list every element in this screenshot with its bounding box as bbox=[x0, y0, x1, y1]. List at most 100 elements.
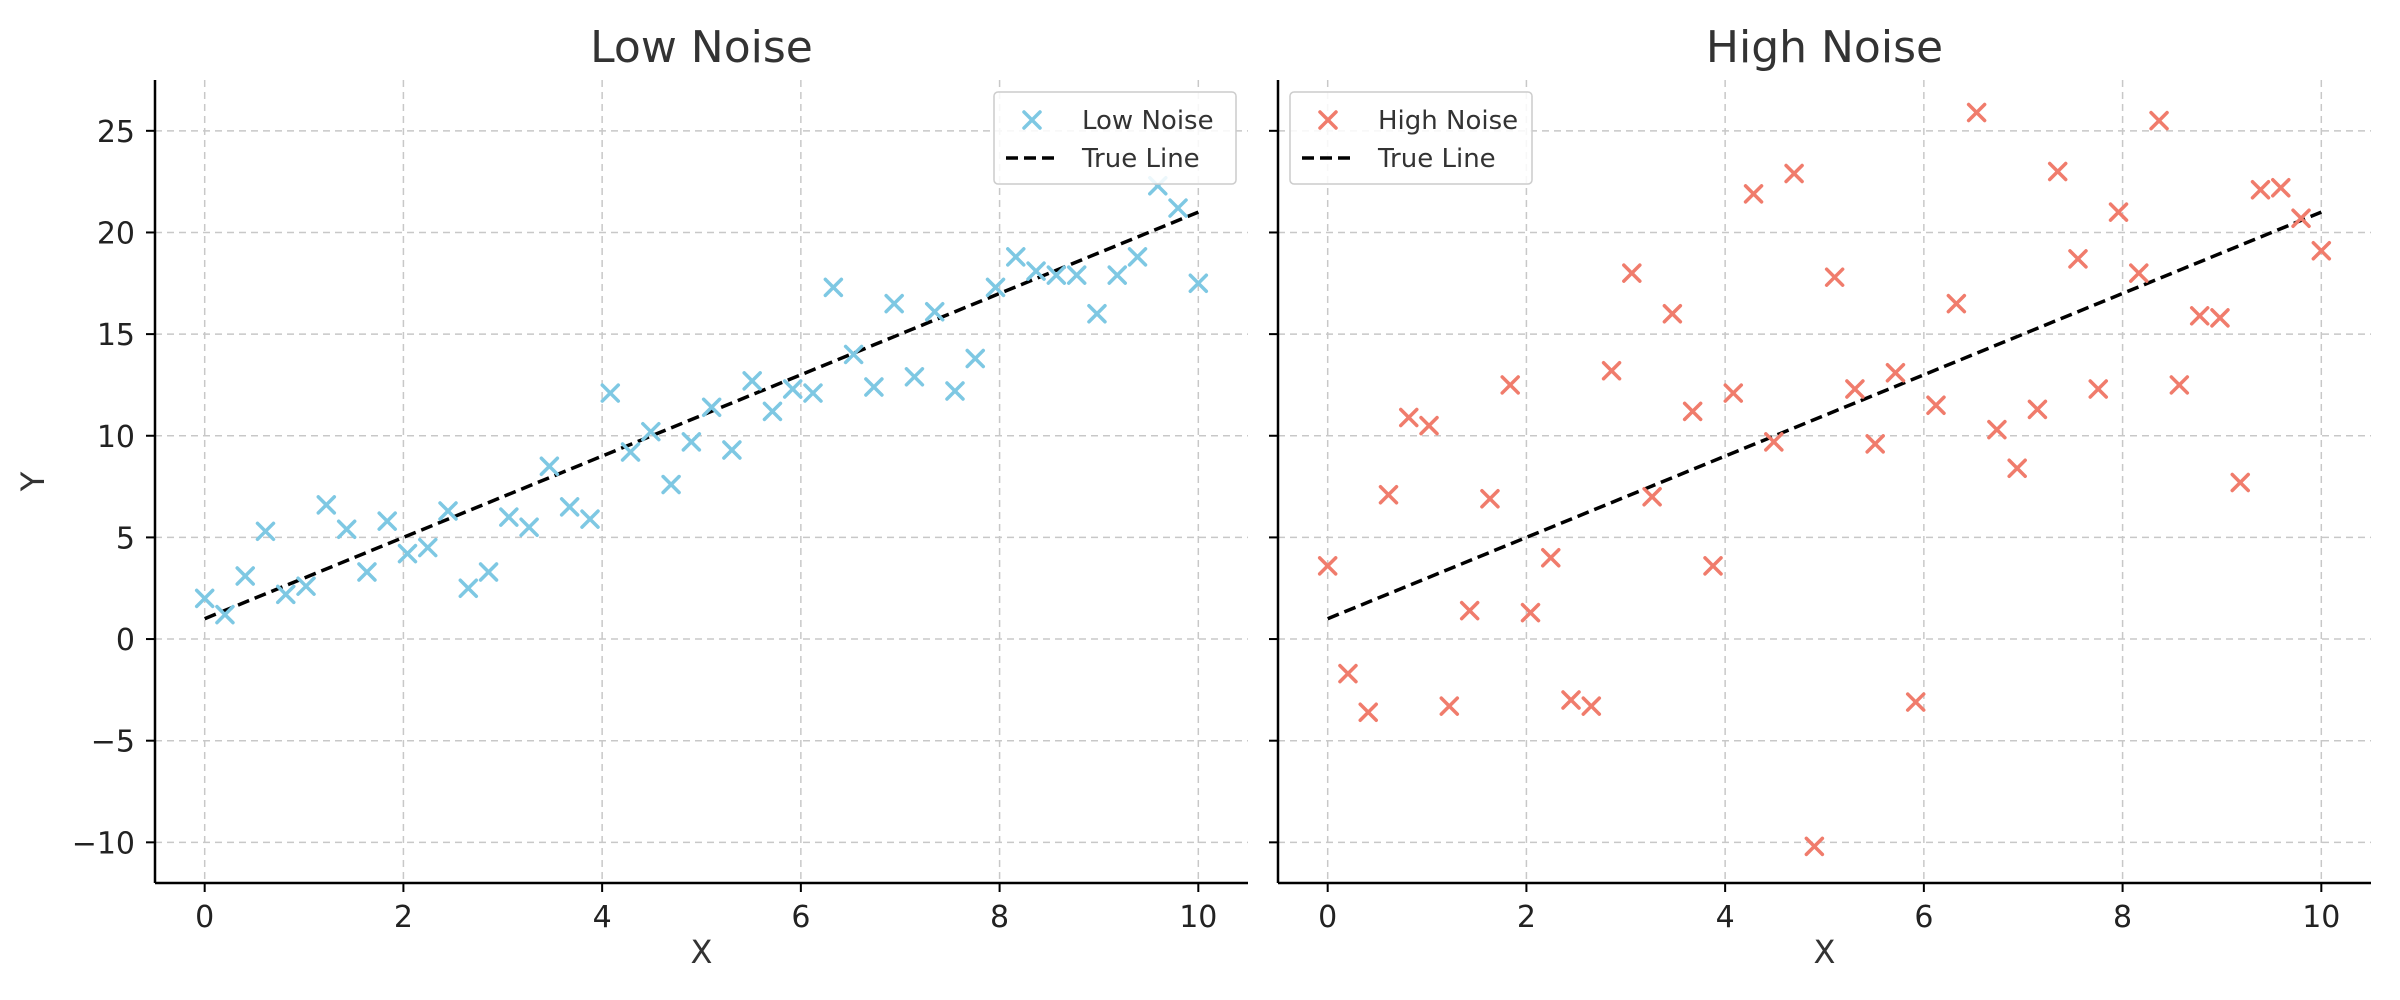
scatter-point-stroke bbox=[580, 509, 600, 529]
scatter-point-stroke bbox=[823, 277, 844, 298]
scatter-point-stroke bbox=[1824, 267, 1845, 287]
scatter-point bbox=[1642, 486, 1662, 507]
y-tick-label: 20 bbox=[97, 216, 135, 251]
x-tick-label: 6 bbox=[791, 900, 810, 935]
y-axis-label: Y bbox=[14, 471, 52, 492]
scatter-point-stroke bbox=[965, 348, 985, 369]
scatter-point bbox=[1723, 383, 1744, 403]
scatter-point bbox=[1520, 602, 1541, 623]
scatter-point-stroke bbox=[722, 440, 742, 460]
scatter-point bbox=[2068, 249, 2088, 269]
scatter-point bbox=[1317, 556, 1338, 576]
scatter-point-stroke bbox=[681, 432, 702, 452]
scatter-point-stroke bbox=[276, 584, 296, 605]
scatter-point-stroke bbox=[1764, 432, 1784, 452]
legend-label: True Line bbox=[1377, 144, 1496, 174]
scatter-point-stroke bbox=[2311, 241, 2332, 261]
scatter-point-stroke bbox=[2149, 110, 2169, 131]
scatter-point-stroke bbox=[945, 381, 965, 401]
scatter-point-stroke bbox=[1541, 547, 1561, 568]
scatter-point bbox=[438, 501, 458, 521]
scatter-point-stroke bbox=[458, 578, 479, 598]
scatter-point-stroke bbox=[1459, 600, 1480, 621]
scatter-point-stroke bbox=[2129, 263, 2149, 283]
scatter-point-stroke bbox=[1662, 304, 1683, 324]
scatter-point bbox=[1066, 265, 1087, 285]
scatter-point-stroke bbox=[1966, 102, 1987, 123]
y-tick-label: 10 bbox=[97, 420, 135, 455]
scatter-point bbox=[2108, 202, 2129, 222]
scatter-point-stroke bbox=[336, 519, 357, 540]
scatter-point-stroke bbox=[701, 397, 722, 418]
scatter-point-stroke bbox=[1439, 696, 1460, 716]
scatter-point-stroke bbox=[2250, 180, 2271, 200]
scatter-point-stroke bbox=[1804, 836, 1825, 857]
scatter-point-stroke bbox=[2068, 249, 2088, 269]
scatter-point bbox=[1601, 360, 1622, 381]
x-tick-label: 10 bbox=[2302, 900, 2340, 935]
scatter-point-stroke bbox=[1378, 484, 1399, 505]
scatter-point-stroke bbox=[2291, 208, 2311, 228]
scatter-point-stroke bbox=[377, 511, 397, 531]
scatter-point-stroke bbox=[1419, 415, 1439, 436]
legend: Low Noise True Line bbox=[993, 91, 1237, 185]
scatter-point-stroke bbox=[2027, 399, 2048, 420]
scatter-point bbox=[1784, 163, 1804, 184]
scatter-point-stroke bbox=[1026, 261, 1046, 281]
scatter-point bbox=[722, 440, 742, 460]
scatter-point bbox=[1399, 407, 1419, 428]
scatter-point-stroke bbox=[803, 383, 823, 403]
scatter-point bbox=[1026, 261, 1046, 281]
scatter-point-stroke bbox=[782, 379, 803, 399]
scatter-point bbox=[1622, 263, 1642, 283]
legend-label: High Noise bbox=[1378, 106, 1518, 136]
scatter-point bbox=[1885, 362, 1906, 383]
scatter-point bbox=[1987, 419, 2007, 440]
scatter-point bbox=[458, 578, 479, 598]
scatter-point-stroke bbox=[2088, 379, 2108, 399]
scatter-point bbox=[1439, 696, 1460, 716]
scatter-point-stroke bbox=[2210, 308, 2230, 328]
scatter-point bbox=[884, 293, 904, 314]
scatter-point bbox=[1764, 432, 1784, 452]
scatter-point-stroke bbox=[2169, 375, 2190, 395]
x-axis-label: X bbox=[1814, 933, 1836, 971]
scatter-point-stroke bbox=[438, 501, 458, 521]
scatter-point-stroke bbox=[1168, 198, 1188, 218]
scatter-point bbox=[1541, 547, 1561, 568]
scatter-point-stroke bbox=[742, 371, 762, 391]
y-tick-label: −10 bbox=[72, 826, 135, 861]
scatter-point bbox=[924, 302, 945, 322]
scatter-point bbox=[255, 521, 276, 542]
scatter-point bbox=[2007, 458, 2027, 479]
scatter-point bbox=[600, 383, 621, 403]
scatter-point-stroke bbox=[1845, 379, 1865, 399]
scatter-point-stroke bbox=[215, 604, 235, 625]
scatter-point-stroke bbox=[1087, 304, 1107, 324]
legend-label: True Line bbox=[1081, 144, 1200, 174]
scatter-point bbox=[235, 566, 255, 586]
scatter-point bbox=[580, 509, 600, 529]
scatter-point-stroke bbox=[478, 562, 499, 582]
scatter-point bbox=[2169, 375, 2190, 395]
scatter-point-stroke bbox=[762, 401, 783, 422]
x-tick-label: 4 bbox=[593, 900, 612, 935]
chart-title: Low Noise bbox=[590, 22, 813, 73]
scatter-point-stroke bbox=[661, 474, 681, 495]
scatter-point bbox=[823, 277, 844, 298]
scatter-point-stroke bbox=[357, 562, 377, 582]
scatter-point bbox=[2129, 263, 2149, 283]
scatter-point-stroke bbox=[2047, 161, 2068, 182]
scatter-point bbox=[742, 371, 762, 391]
scatter-point bbox=[2250, 180, 2271, 200]
scatter-point bbox=[843, 344, 864, 365]
legend-marker bbox=[1318, 110, 1338, 130]
scatter-point bbox=[1743, 184, 1764, 204]
scatter-point bbox=[1168, 198, 1188, 218]
scatter-point bbox=[1703, 556, 1723, 576]
chart-title: High Noise bbox=[1706, 22, 1943, 73]
scatter-point-stroke bbox=[843, 344, 864, 365]
scatter-point bbox=[1804, 836, 1825, 857]
scatter-point-stroke bbox=[924, 302, 945, 322]
